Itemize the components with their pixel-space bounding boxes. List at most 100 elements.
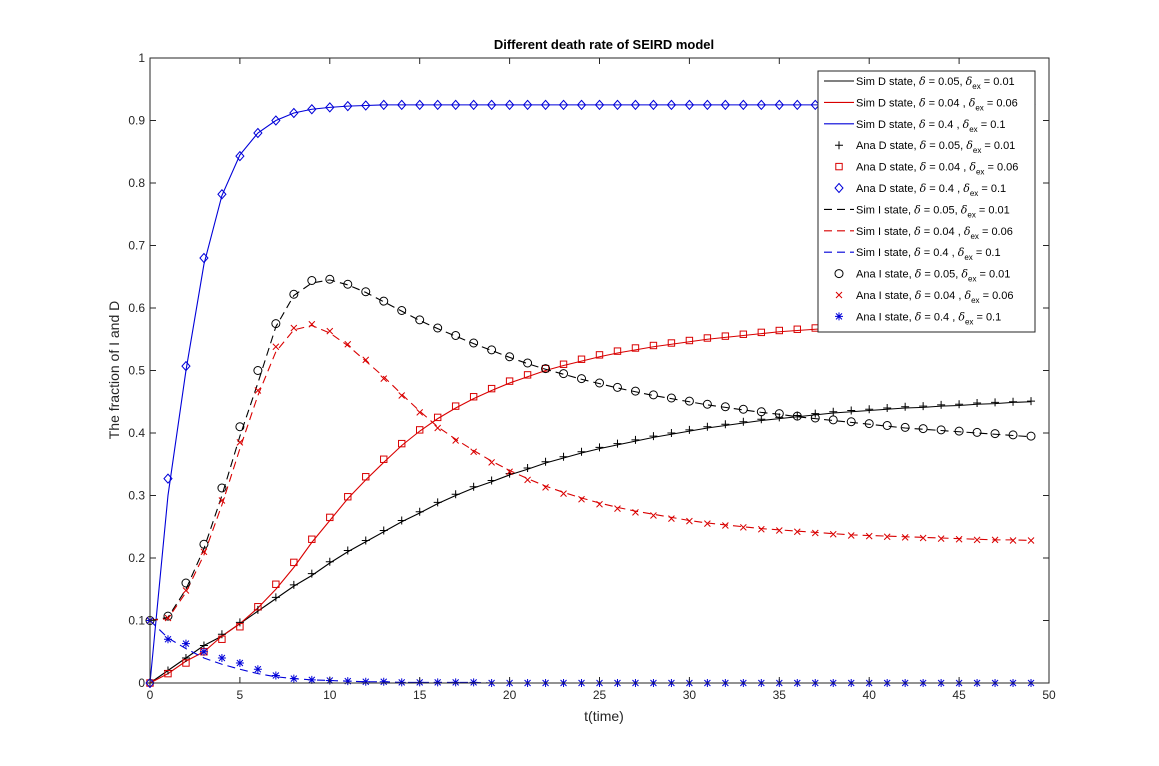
data-point	[290, 324, 298, 332]
data-point	[559, 452, 568, 461]
data-point	[397, 678, 406, 687]
x-tick-label: 45	[952, 688, 966, 702]
x-tick-label: 25	[593, 688, 607, 702]
data-point	[361, 287, 371, 297]
data-point	[668, 515, 675, 522]
y-tick-label: 0.3	[128, 489, 145, 503]
data-point	[235, 659, 244, 667]
data-point	[614, 505, 621, 512]
data-point	[793, 528, 801, 536]
data-point	[307, 103, 317, 115]
data-point	[1027, 537, 1035, 544]
data-point	[685, 425, 694, 434]
data-point	[361, 100, 371, 111]
data-point	[343, 279, 353, 289]
data-point	[361, 536, 370, 545]
data-point	[397, 306, 407, 315]
data-point	[649, 432, 658, 441]
data-point	[738, 99, 749, 111]
data-point	[271, 671, 280, 680]
legend-label: Ana D state, δ = 0.05, δex = 0.01	[856, 139, 1015, 155]
data-point	[487, 384, 496, 393]
data-point	[487, 476, 496, 485]
data-point	[433, 99, 443, 111]
data-point	[684, 396, 694, 406]
data-point	[451, 490, 460, 499]
y-tick-label: 0.7	[128, 239, 145, 253]
legend-label: Sim I state, δ = 0.4 , δex = 0.1	[856, 246, 1001, 262]
data-point	[865, 532, 873, 540]
data-point	[145, 677, 155, 689]
data-point	[253, 665, 262, 674]
data-point	[793, 325, 801, 333]
data-point	[434, 424, 442, 432]
data-point	[883, 404, 892, 412]
data-point	[558, 99, 569, 111]
data-point	[217, 654, 226, 662]
data-point	[271, 593, 280, 602]
data-point	[954, 426, 964, 436]
y-tick-label: 0.1	[128, 614, 145, 628]
data-point	[253, 366, 263, 375]
data-point	[757, 328, 766, 337]
data-point	[415, 315, 425, 325]
data-point	[630, 386, 640, 396]
data-point	[452, 437, 460, 444]
legend: Sim D state, δ = 0.05, δex = 0.01 Sim D s…	[817, 70, 1036, 333]
data-point	[326, 513, 334, 522]
legend-item: Ana I state, δ = 0.04 , δex = 0.06	[835, 289, 1013, 305]
legend-label: Sim I state, δ = 0.05, δex = 0.01	[856, 203, 1010, 219]
x-tick-label: 50	[1042, 688, 1056, 702]
data-point	[398, 439, 406, 448]
y-tick-label: 1	[138, 51, 145, 65]
data-point	[326, 327, 334, 335]
data-point	[397, 99, 407, 111]
data-point	[451, 402, 460, 410]
data-point	[595, 351, 604, 359]
data-point	[254, 603, 262, 611]
data-point	[919, 402, 928, 411]
data-point	[703, 334, 712, 342]
data-point	[612, 382, 622, 392]
data-point	[415, 507, 424, 516]
data-point	[775, 326, 783, 335]
data-point	[991, 398, 1000, 407]
data-point	[380, 455, 388, 463]
data-point	[973, 536, 981, 544]
data-point	[774, 409, 784, 419]
data-point	[991, 536, 999, 544]
series-8	[149, 324, 1032, 622]
data-point	[703, 422, 712, 431]
data-point	[901, 402, 910, 411]
legend-marker-sample	[835, 291, 843, 299]
data-point	[361, 677, 370, 686]
data-point	[542, 484, 549, 491]
data-point	[199, 252, 209, 264]
data-point	[648, 390, 658, 400]
data-point	[236, 439, 244, 446]
legend-marker-sample	[834, 269, 844, 279]
data-point	[936, 425, 946, 435]
data-point	[613, 347, 622, 355]
legend-label: Sim I state, δ = 0.04 , δex = 0.06	[856, 225, 1013, 241]
y-tick-label: 0.6	[128, 301, 145, 315]
data-point	[236, 623, 244, 631]
series-11	[146, 320, 1035, 624]
data-point	[1009, 397, 1018, 406]
legend-label: Sim D state, δ = 0.05, δex = 0.01	[856, 75, 1015, 91]
data-point	[594, 99, 605, 111]
data-point	[739, 524, 747, 531]
data-point	[774, 99, 784, 111]
data-point	[522, 99, 533, 111]
data-point	[235, 150, 245, 162]
data-point	[398, 392, 406, 399]
y-tick-label: 0.5	[128, 364, 145, 378]
data-point	[271, 115, 281, 126]
data-point	[990, 429, 1000, 439]
chart-title: Different death rate of SEIRD model	[494, 37, 714, 52]
data-point	[199, 539, 209, 549]
data-point	[451, 678, 460, 687]
data-point	[955, 535, 963, 543]
data-point	[307, 675, 316, 684]
